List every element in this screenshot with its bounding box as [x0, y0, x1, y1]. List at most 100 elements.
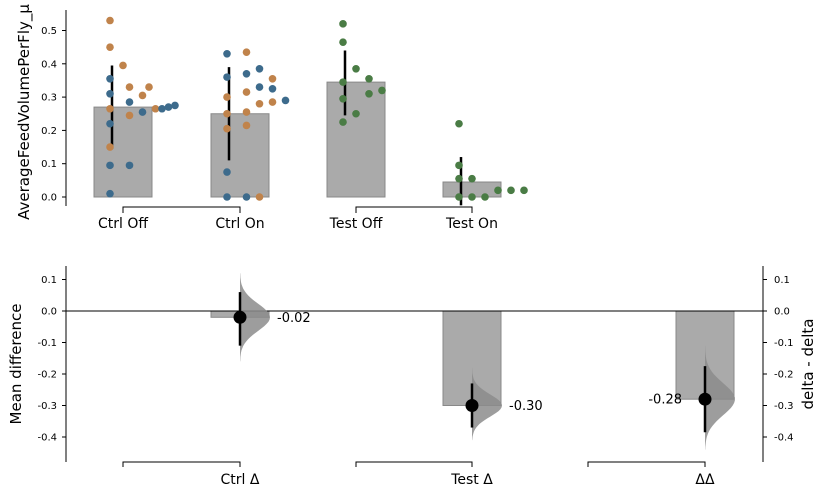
data-point: [365, 74, 373, 83]
category-label: Test Δ: [450, 472, 493, 488]
y-tick-label: -0.3: [37, 401, 57, 412]
bar-2: [326, 81, 386, 198]
data-point: [242, 193, 251, 201]
data-point: [223, 193, 231, 201]
top-group-brackets: [122, 206, 473, 213]
data-point: [106, 161, 114, 170]
data-point: [106, 89, 114, 98]
group-bracket: [355, 206, 473, 213]
data-point: [281, 96, 290, 105]
right-y-tick-label: 0.0: [774, 307, 790, 318]
y-tick-label: 0.4: [41, 59, 57, 70]
data-point: [339, 38, 347, 46]
y-tick-label: -0.1: [37, 338, 57, 349]
data-point: [365, 89, 373, 98]
data-point: [106, 119, 114, 128]
data-point: [242, 48, 251, 56]
data-point: [145, 83, 153, 91]
data-point: [138, 108, 147, 116]
data-point: [520, 186, 528, 195]
category-label: Test Off: [329, 216, 383, 232]
y-tick-label: 0.2: [41, 126, 57, 137]
bottom-y-axis-label: Mean difference: [7, 304, 25, 425]
category-label: Ctrl On: [215, 216, 264, 232]
y-tick-label: -0.2: [37, 370, 57, 381]
confidence-intervals: [233, 292, 712, 433]
distribution-2: [705, 345, 735, 450]
data-point: [242, 121, 251, 130]
right-y-tick-label: -0.3: [774, 401, 794, 412]
bottom-brackets: [122, 461, 706, 467]
data-point: [158, 104, 166, 113]
data-point: [255, 99, 264, 108]
comparison-bracket: [355, 461, 473, 467]
bottom-y-ticks: 0.1 0.1 0.0 0.0 -0.1 -0.1 -0.2 -0.2 -0.3 -0.3 -0.4…: [37, 275, 793, 444]
mean-marker-0: [233, 310, 247, 324]
data-point: [455, 161, 463, 170]
data-point: [125, 83, 134, 91]
bottom-panel: -0.02 -0.30 -0.28 0.1 0.1 0.0 0.0 -0.1 -0.1 -0.2…: [7, 266, 817, 488]
category-label: Ctrl Δ: [221, 472, 260, 488]
data-point: [242, 88, 251, 96]
effect-value-label: -0.02: [277, 311, 311, 326]
data-point: [268, 98, 277, 106]
data-point: [242, 108, 251, 116]
data-point: [468, 193, 476, 201]
data-point: [223, 50, 231, 58]
data-point: [125, 111, 134, 120]
right-y-tick-label: -0.4: [774, 433, 794, 444]
y-tick-label: 0.5: [41, 26, 57, 37]
right-y-tick-label: -0.2: [774, 370, 794, 381]
top-points: [106, 16, 528, 201]
mean-marker-1: [465, 399, 479, 412]
data-point: [268, 74, 277, 83]
bootstrap-distributions: [240, 273, 735, 450]
data-point: [507, 186, 515, 195]
bottom-x-labels: Ctrl Δ Test Δ ΔΔ: [221, 472, 715, 488]
y-tick-label: -0.4: [37, 433, 57, 444]
data-point: [125, 98, 134, 106]
data-point: [125, 161, 134, 170]
data-point: [255, 64, 264, 73]
top-y-ticks: 0.0 0.1 0.2 0.3 0.4 0.5: [41, 26, 66, 204]
data-point: [106, 104, 114, 113]
top-bars: [93, 81, 502, 198]
data-point: [352, 64, 360, 73]
data-point: [339, 118, 347, 126]
y-tick-label: 0.0: [41, 193, 57, 204]
y-tick-label: 0.3: [41, 93, 57, 104]
category-label: Test On: [445, 216, 498, 232]
data-point: [106, 143, 114, 151]
bottom-right-axis-label: delta - delta: [799, 319, 817, 410]
y-tick-label: 0.1: [41, 275, 57, 286]
data-point: [223, 168, 231, 176]
data-point: [223, 93, 231, 101]
data-point: [339, 20, 347, 28]
data-point: [352, 109, 360, 118]
bar-0: [93, 106, 153, 198]
comparison-bracket: [587, 461, 706, 467]
data-point: [223, 124, 231, 133]
top-x-labels: Ctrl Off Ctrl On Test Off Test On: [98, 216, 498, 232]
bar-1: [210, 113, 270, 198]
top-error-bars: [110, 50, 463, 206]
distribution-1: [472, 367, 502, 441]
data-point: [455, 119, 463, 128]
comparison-bracket: [122, 461, 241, 467]
top-y-axis-label: AverageFeedVolumePerFly_µ: [15, 4, 34, 220]
data-point: [223, 73, 231, 81]
data-point: [164, 103, 173, 111]
data-point: [119, 61, 127, 70]
category-label: ΔΔ: [695, 472, 715, 488]
data-point: [468, 174, 476, 183]
data-point: [481, 193, 489, 201]
mean-marker-2: [698, 392, 712, 406]
distribution-0: [240, 273, 270, 362]
category-label: Ctrl Off: [98, 216, 148, 232]
effect-value-labels: -0.02 -0.30 -0.28: [277, 311, 682, 414]
data-point: [494, 186, 502, 195]
top-panel: 0.0 0.1 0.2 0.3 0.4 0.5 Ctrl Off Ctrl On Test…: [15, 4, 528, 232]
right-y-tick-label: -0.1: [774, 338, 794, 349]
data-point: [455, 193, 463, 201]
